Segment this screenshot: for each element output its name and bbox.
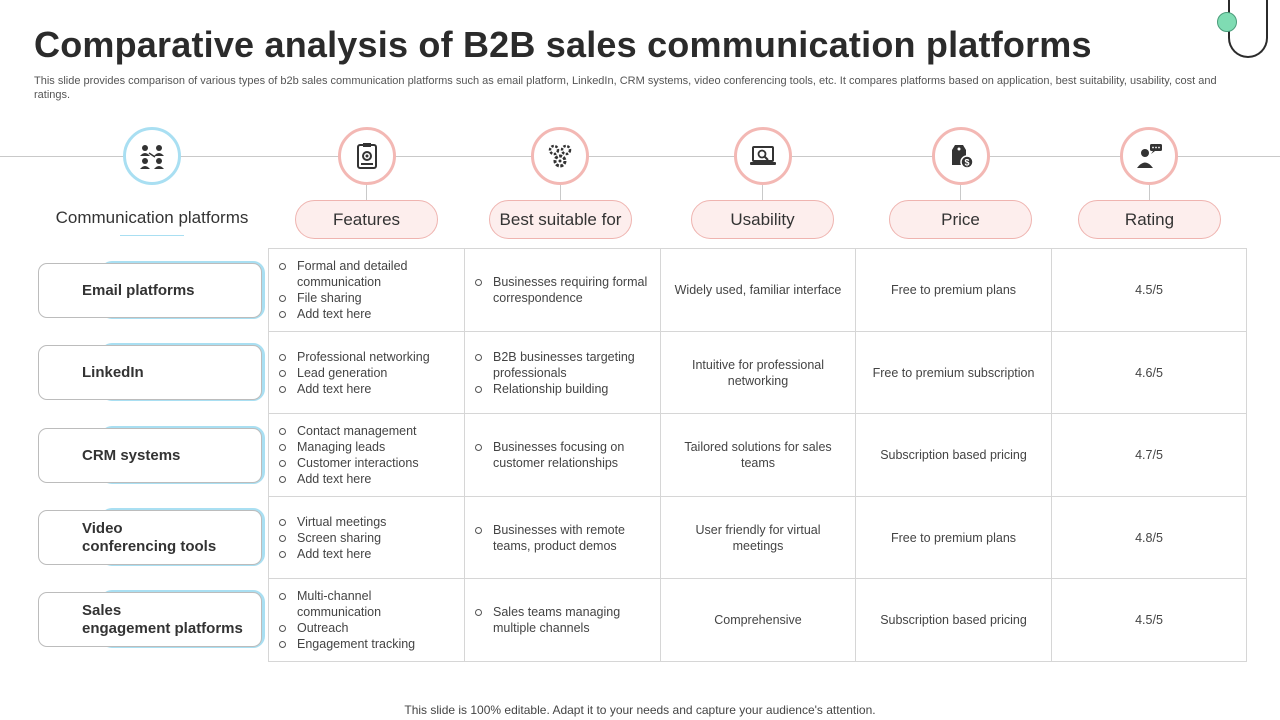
table-cell-best-suitable: B2B businesses targeting professionals R… [465,332,661,414]
table-cell-best-suitable: Businesses focusing on customer relation… [465,414,661,497]
price-tag-icon: $ [932,127,990,185]
table-cell-price: Free to premium subscription [856,332,1052,414]
features-list: Contact management Managing leads Custom… [269,423,427,487]
best-suitable-list: B2B businesses targeting professionals R… [465,349,660,397]
table-cell-price: Subscription based pricing [856,414,1052,497]
list-item: Multi-channel communication [279,588,456,620]
list-item: Add text here [279,306,456,322]
people-network-icon [123,127,181,185]
best-suitable-list: Sales teams managing multiple channels [465,604,660,636]
list-item: Virtual meetings [278,514,387,529]
table-cell-features: Contact management Managing leads Custom… [269,414,465,497]
column-header-rating: Rating [1078,200,1221,239]
list-item: Add text here [278,546,386,562]
footer-note: This slide is 100% editable. Adapt it to… [404,703,876,717]
platform-label: LinkedIn [82,363,144,381]
platform-label: CRM systems [82,446,181,464]
features-list: Professional networking Lead generation … [269,349,438,397]
list-item: Engagement tracking [279,636,456,652]
page-subtitle: This slide provides comparison of variou… [34,75,1217,101]
column-header-price: Price [889,200,1032,239]
page-title: Comparative analysis of B2B sales commun… [34,24,1092,65]
table-cell-rating: 4.6/5 [1052,332,1246,414]
platform-card-email: Email platforms [38,263,262,318]
table-cell-rating: 4.5/5 [1135,613,1163,627]
table-cell-features: Multi-channel communication Outreach Eng… [269,579,465,661]
gear-document-icon [338,127,396,185]
list-item: Add text here [279,381,430,397]
list-item: Screen sharing [278,530,386,546]
table-cell-usability: Widely used, familiar interface [661,249,856,332]
table-cell-best-suitable: Sales teams managing multiple channels [465,579,661,661]
connector-line [1149,185,1150,200]
platform-label: Sales engagement platforms [82,601,243,637]
list-item: Professional networking [279,349,430,364]
best-suitable-list: Businesses focusing on customer relation… [465,439,660,471]
connector-line [960,185,961,200]
platform-card-linkedin: LinkedIn [38,345,262,400]
features-list: Formal and detailed communication File s… [269,258,464,322]
list-item: B2B businesses targeting professionals [475,349,652,381]
best-suitable-list: Businesses requiring formal corresponden… [465,274,660,306]
table-cell-rating: 4.7/5 [1052,414,1246,497]
list-item: Businesses focusing on customer relation… [475,439,652,471]
list-item: Sales teams managing multiple channels [475,604,652,636]
list-item: Businesses requiring formal corresponden… [475,274,652,306]
connector-line [366,185,367,200]
table-cell-features: Professional networking Lead generation … [269,332,465,414]
corner-decoration-dot [1217,12,1237,32]
list-item: Lead generation [279,365,430,381]
svg-text:$: $ [964,158,969,168]
platform-card-crm: CRM systems [38,428,262,483]
person-rating-icon [1120,127,1178,185]
table-cell-price: Free to premium plans [856,249,1052,332]
connector-line [762,185,763,200]
comparison-table: Formal and detailed communication File s… [268,248,1247,662]
list-item: Add text here [279,471,419,487]
table-cell-usability: User friendly for virtual meetings [661,497,856,579]
list-item: Businesses with remote teams, product de… [475,522,652,554]
features-list: Multi-channel communication Outreach Eng… [269,588,464,652]
platform-label: Video conferencing tools [82,519,217,555]
table-cell-price: Free to premium plans [856,497,1052,579]
platform-card-sales-engagement: Sales engagement platforms [38,592,262,647]
list-item: Customer interactions [279,456,419,470]
platform-label: Email platforms [82,281,195,299]
column-header-usability: Usability [691,200,834,239]
list-item: Outreach [279,620,456,636]
row-header-label: Communication platforms [55,208,249,227]
column-header-best-suitable-for: Best suitable for [489,200,632,239]
table-cell-rating: 4.8/5 [1052,497,1246,579]
table-cell-best-suitable: Businesses requiring formal corresponden… [465,249,661,332]
table-cell-usability: Tailored solutions for sales teams [661,414,856,497]
laptop-magnifier-icon [734,127,792,185]
list-item: Contact management [279,423,419,439]
table-cell-usability: Intuitive for professional networking [661,332,856,414]
connector-line [560,185,561,200]
platform-card-video-conferencing: Video conferencing tools [38,510,262,565]
features-list: Virtual meetings Screen sharing Add text… [269,514,394,562]
table-cell-features: Formal and detailed communication File s… [269,249,465,332]
best-suitable-list: Businesses with remote teams, product de… [465,522,660,554]
list-item: Formal and detailed communication [279,258,456,290]
table-cell-rating: 4.5/5 [1052,249,1246,332]
list-item: File sharing [279,290,456,306]
row-header-underline [120,235,184,236]
header-divider-line [0,156,1280,157]
column-header-features: Features [295,200,438,239]
table-cell-best-suitable: Businesses with remote teams, product de… [465,497,661,579]
table-cell-features: Virtual meetings Screen sharing Add text… [269,497,465,579]
gears-icon [531,127,589,185]
table-cell-usability: Comprehensive [661,579,856,661]
list-item: Relationship building [475,381,652,397]
table-cell-price: Subscription based pricing [856,579,1052,661]
list-item: Managing leads [279,439,419,455]
